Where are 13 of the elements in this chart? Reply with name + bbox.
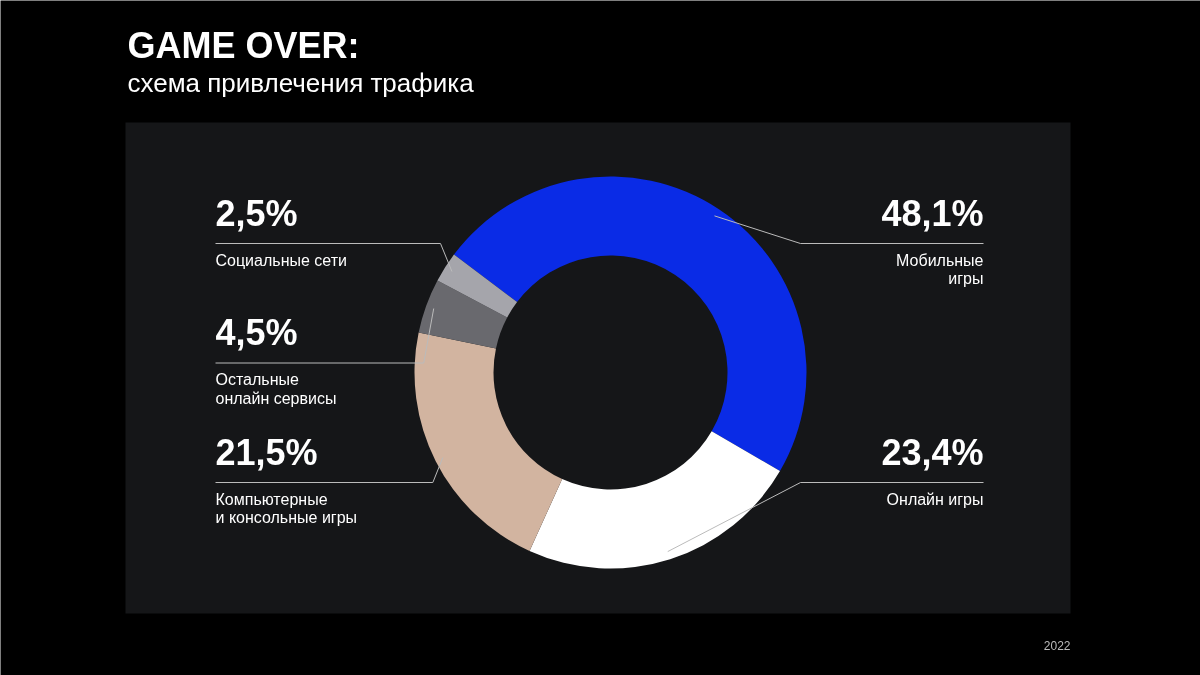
data-label: 48,1% xyxy=(881,192,984,234)
chart-title: GAME OVER: xyxy=(127,25,360,66)
data-label: 23,4% xyxy=(881,431,984,473)
slice-label: Мобильные игры xyxy=(896,251,984,288)
data-label: 2,5% xyxy=(215,192,298,234)
chart-subtitle: схема привлечения трафика xyxy=(127,67,475,98)
slice-label: Компьютерные и консольные игры xyxy=(215,490,358,527)
slice-label: Социальные сети xyxy=(215,251,347,269)
text: 2022 xyxy=(1043,639,1071,653)
data-label: 21,5% xyxy=(215,431,318,473)
slice-label: Остальные онлайн сервисы xyxy=(215,371,337,407)
data-label: 4,5% xyxy=(215,312,298,353)
slice-label: Онлайн игры xyxy=(886,490,984,508)
